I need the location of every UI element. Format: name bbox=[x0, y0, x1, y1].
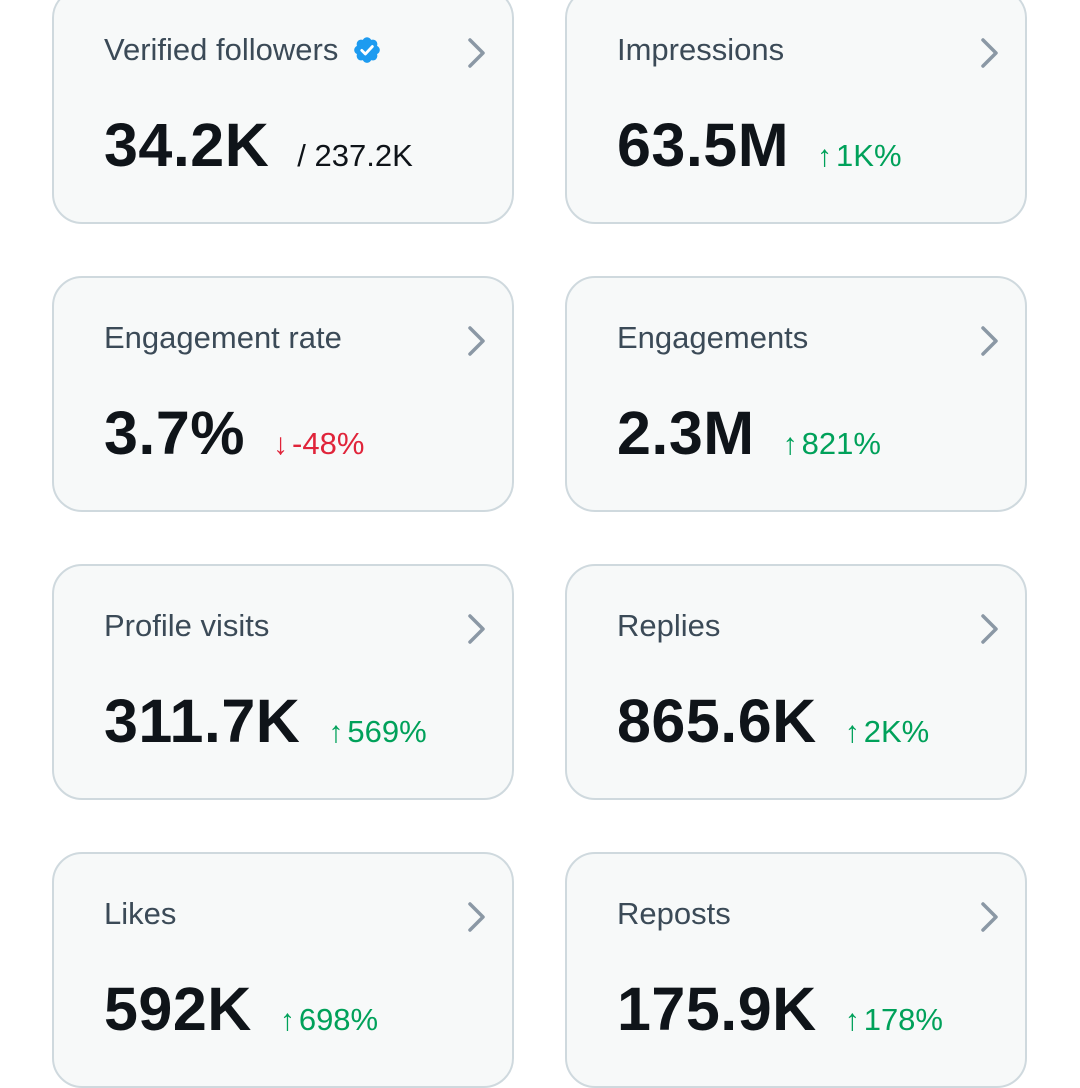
metric-change: ↑ 821% bbox=[783, 426, 881, 462]
arrow-down-icon: ↓ bbox=[273, 428, 289, 461]
card-engagement-rate[interactable]: Engagement rate 3.7% ↓ -48% bbox=[52, 276, 514, 512]
card-replies[interactable]: Replies 865.6K ↑ 2K% bbox=[565, 564, 1027, 800]
card-title: Profile visits bbox=[104, 608, 269, 644]
card-engagements[interactable]: Engagements 2.3M ↑ 821% bbox=[565, 276, 1027, 512]
chevron-right-icon bbox=[981, 38, 998, 68]
metric-change: ↑ 178% bbox=[845, 1002, 943, 1038]
card-title: Likes bbox=[104, 896, 176, 932]
metric-row: 865.6K ↑ 2K% bbox=[617, 686, 929, 756]
chevron-right-icon bbox=[468, 326, 485, 356]
card-likes[interactable]: Likes 592K ↑ 698% bbox=[52, 852, 514, 1088]
metric-total: / 237.2K bbox=[297, 138, 413, 173]
metric-change: ↑ 2K% bbox=[845, 714, 929, 750]
chevron-right-icon bbox=[468, 38, 485, 68]
metric-change: ↑ 1K% bbox=[817, 138, 901, 174]
arrow-up-icon: ↑ bbox=[782, 428, 798, 461]
card-title: Engagement rate bbox=[104, 320, 342, 356]
card-title: Replies bbox=[617, 608, 720, 644]
metric-value: 592K bbox=[104, 975, 252, 1043]
change-value: 698% bbox=[298, 1002, 379, 1037]
card-verified-followers[interactable]: Verified followers 34.2K / 237.2K bbox=[52, 0, 514, 224]
metric-change: ↑ 698% bbox=[280, 1002, 378, 1038]
change-value: 1K% bbox=[836, 138, 902, 173]
change-value: 821% bbox=[801, 426, 881, 461]
chevron-right-icon bbox=[981, 902, 998, 932]
change-value: 569% bbox=[347, 714, 427, 749]
change-value: 178% bbox=[863, 1002, 943, 1037]
card-title-text: Likes bbox=[104, 896, 177, 931]
metric-row: 63.5M ↑ 1K% bbox=[617, 110, 902, 180]
metric-value: 865.6K bbox=[617, 687, 817, 755]
card-title-text: Replies bbox=[617, 608, 721, 643]
metric-row: 2.3M ↑ 821% bbox=[617, 398, 881, 468]
card-title-text: Impressions bbox=[617, 32, 785, 67]
card-title-text: Verified followers bbox=[104, 32, 339, 67]
card-title-text: Engagement rate bbox=[104, 320, 342, 355]
chevron-right-icon bbox=[981, 614, 998, 644]
metric-row: 592K ↑ 698% bbox=[104, 974, 378, 1044]
arrow-up-icon: ↑ bbox=[844, 1004, 860, 1037]
verified-badge-icon bbox=[354, 37, 381, 63]
card-title: Engagements bbox=[617, 320, 808, 356]
metric-row: 3.7% ↓ -48% bbox=[104, 398, 364, 468]
card-title-text: Profile visits bbox=[104, 608, 270, 643]
arrow-up-icon: ↑ bbox=[844, 716, 860, 749]
arrow-up-icon: ↑ bbox=[328, 716, 344, 749]
metric-row: 34.2K / 237.2K bbox=[104, 110, 413, 180]
card-reposts[interactable]: Reposts 175.9K ↑ 178% bbox=[565, 852, 1027, 1088]
chevron-right-icon bbox=[468, 614, 485, 644]
card-title: Impressions bbox=[617, 32, 784, 68]
card-title-text: Reposts bbox=[617, 896, 731, 931]
metric-value: 34.2K bbox=[104, 111, 270, 179]
metric-value: 3.7% bbox=[104, 399, 246, 467]
chevron-right-icon bbox=[981, 326, 998, 356]
card-title: Reposts bbox=[617, 896, 731, 932]
card-title-text: Engagements bbox=[617, 320, 809, 355]
arrow-up-icon: ↑ bbox=[817, 140, 833, 173]
metric-value: 175.9K bbox=[617, 975, 817, 1043]
metric-row: 311.7K ↑ 569% bbox=[104, 686, 427, 756]
card-title: Verified followers bbox=[104, 32, 382, 68]
change-value: 2K% bbox=[863, 714, 930, 749]
metric-change: ↓ -48% bbox=[273, 426, 364, 462]
arrow-up-icon: ↑ bbox=[279, 1004, 295, 1037]
card-impressions[interactable]: Impressions 63.5M ↑ 1K% bbox=[565, 0, 1027, 224]
change-value: -48% bbox=[292, 426, 365, 461]
metric-value: 63.5M bbox=[617, 111, 790, 179]
chevron-right-icon bbox=[468, 902, 485, 932]
metric-value: 2.3M bbox=[617, 399, 755, 467]
metric-change: ↑ 569% bbox=[328, 714, 426, 750]
metric-row: 175.9K ↑ 178% bbox=[617, 974, 943, 1044]
card-profile-visits[interactable]: Profile visits 311.7K ↑ 569% bbox=[52, 564, 514, 800]
metric-value: 311.7K bbox=[104, 687, 301, 755]
